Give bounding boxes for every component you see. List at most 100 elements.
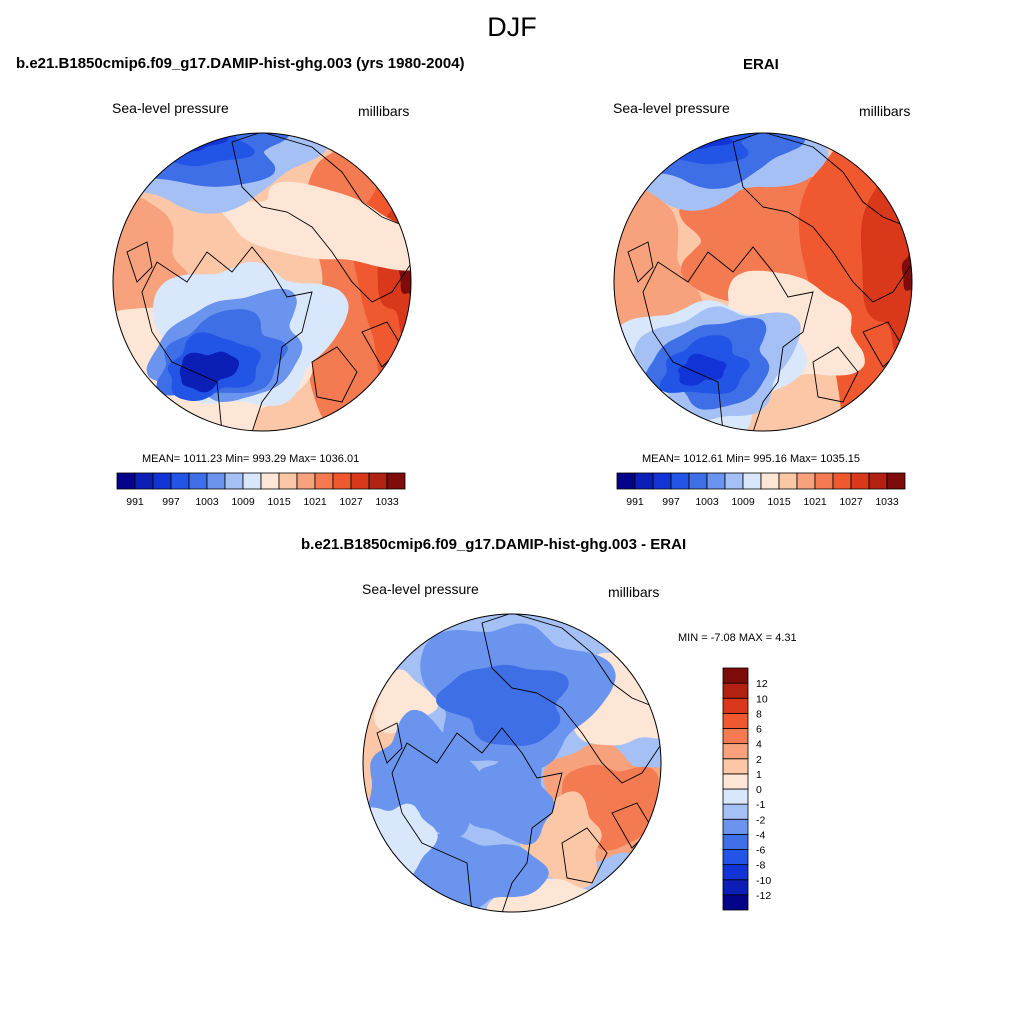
panel-2-colorbar-box <box>616 472 636 490</box>
panel-3-coastline <box>391 727 563 912</box>
panel-3-contour-region <box>466 748 555 845</box>
panel-1-colorbar-box <box>188 472 208 490</box>
panel-2-colorbar-tick-label: 1009 <box>731 496 755 508</box>
panel-2-title: ERAI <box>743 56 779 73</box>
panel-1-contour-region <box>220 181 411 271</box>
panel-2-contour-region <box>678 353 727 386</box>
panel-1-contour-region <box>398 239 411 301</box>
panel-2-colorbar-tick-label: 991 <box>626 496 644 508</box>
panel-2-colorbar-box <box>832 472 852 490</box>
panel-3-colorbar-box <box>722 697 749 714</box>
panel-1-coastline <box>141 246 313 431</box>
panel-1-colorbar-box <box>332 472 352 490</box>
panel-1-map-boundary <box>112 132 412 432</box>
panel-2-coastline <box>732 133 912 303</box>
panel-1-contour-region <box>179 351 240 393</box>
panel-1-coastline <box>311 346 358 403</box>
panel-2-coastlines <box>627 133 912 431</box>
panel-3-colorbar-box <box>722 879 749 896</box>
panel-1-colorbar-box <box>134 472 154 490</box>
panel-3-contour-region <box>436 664 569 746</box>
panel-2-colorbar-box <box>778 472 798 490</box>
panel-1-stats: MEAN= 1011.23 Min= 993.29 Max= 1036.01 <box>142 453 360 465</box>
panel-1-variable-label: Sea-level pressure <box>112 100 229 116</box>
panel-1-colorbar-tick-label: 1009 <box>231 496 255 508</box>
panel-2-colorbar-box <box>634 472 654 490</box>
panel-3-colorbar-box <box>722 758 749 775</box>
panel-1-colorbar-box <box>170 472 190 490</box>
panel-3-colorbar-box <box>722 712 749 729</box>
panel-1-colorbar-box <box>314 472 334 490</box>
panel-2-colorbar-tick-label: 997 <box>662 496 680 508</box>
panel-3-variable-label: Sea-level pressure <box>362 581 479 597</box>
panel-1-coastline <box>126 241 153 283</box>
panel-3-colorbar-tick-label: 4 <box>756 739 762 751</box>
panel-2-colorbar-box <box>850 472 870 490</box>
panel-1-coastlines <box>126 133 411 431</box>
panel-3-polar-map <box>362 613 662 913</box>
panel-2-field-layers <box>614 133 912 431</box>
panel-3-colorbar-tick-label: 6 <box>756 724 762 736</box>
panel-3-colorbar-box <box>722 818 749 835</box>
panel-3-colorbar-tick-label: 0 <box>756 784 762 796</box>
panel-3-colorbar-tick-label: 1 <box>756 769 762 781</box>
panel-1-colorbar-tick-label: 991 <box>126 496 144 508</box>
panel-2-colorbar-box <box>868 472 888 490</box>
panel-1-colorbar-box <box>116 472 136 490</box>
panel-3-colorbar-tick-label: -8 <box>756 860 765 872</box>
panel-1-colorbar: 991 997 1003 1009 1015 1021 1027 1033 <box>116 472 406 508</box>
panel-1-coastline <box>231 133 411 303</box>
panel-3-colorbar-box <box>722 803 749 820</box>
panel-1-colorbar-tick-label: 1015 <box>267 496 291 508</box>
panel-2-contour-region <box>626 133 759 165</box>
panel-3-colorbar-box <box>722 833 749 850</box>
panel-1-title: b.e21.B1850cmip6.f09_g17.DAMIP-hist-ghg.… <box>16 55 465 72</box>
panel-3-title: b.e21.B1850cmip6.f09_g17.DAMIP-hist-ghg.… <box>301 536 687 553</box>
panel-1-colorbar-box <box>368 472 388 490</box>
panel-2-coastline <box>812 346 859 403</box>
panel-2-colorbar-box <box>814 472 834 490</box>
panel-3-colorbar-tick-label: -12 <box>756 890 771 902</box>
panel-2-colorbar-box <box>742 472 762 490</box>
panel-2-stats: MEAN= 1012.61 Min= 995.16 Max= 1035.15 <box>642 453 861 465</box>
panel-1-colorbar-tick-label: 997 <box>162 496 180 508</box>
panel-2-coastline <box>627 241 654 283</box>
panel-1-colorbar-tick-label: 1021 <box>303 496 327 508</box>
panel-3-colorbar-box <box>722 682 749 699</box>
panel-1-contour-region <box>113 133 291 187</box>
panel-3-colorbar-tick-label: 8 <box>756 708 762 720</box>
panel-3-coastline <box>481 614 661 784</box>
panel-3-map-boundary <box>362 613 662 913</box>
panel-2-map-boundary <box>613 132 913 432</box>
panel-1-colorbar-box <box>386 472 406 490</box>
panel-3-field-layers <box>363 614 661 912</box>
panel-2-colorbar: 991 997 1003 1009 1015 1021 1027 1033 <box>616 472 906 508</box>
panel-2-colorbar-tick-label: 1015 <box>767 496 791 508</box>
panel-3-colorbar-tick-label: -4 <box>756 829 765 841</box>
panel-3-colorbar-tick-label: -1 <box>756 799 765 811</box>
panel-2-variable-label: Sea-level pressure <box>613 100 730 116</box>
panel-1-colorbar-tick-label: 1027 <box>339 496 363 508</box>
panel-3-units-label: millibars <box>608 584 660 600</box>
panel-3-contour-region <box>407 833 549 912</box>
panel-1-colorbar-box <box>152 472 172 490</box>
panel-3-colorbar-tick-label: -6 <box>756 845 765 857</box>
panel-1-colorbar-tick-label: 1003 <box>195 496 219 508</box>
panel-2-coastline <box>642 246 814 431</box>
panel-3-colorbar-box <box>722 788 749 805</box>
panel-2-colorbar-tick-label: 1021 <box>803 496 827 508</box>
panel-3-colorbar-tick-label: 10 <box>756 693 768 705</box>
panel-2-colorbar-box <box>760 472 780 490</box>
panel-1-colorbar-box <box>296 472 316 490</box>
panel-3-colorbar-box <box>722 849 749 866</box>
panel-3-colorbar-box <box>722 773 749 790</box>
panel-1-colorbar-box <box>278 472 298 490</box>
panel-2-units-label: millibars <box>859 103 911 119</box>
panel-2-contour-region <box>650 133 733 150</box>
panel-2-colorbar-box <box>796 472 816 490</box>
panel-3-coastline <box>561 827 608 884</box>
panel-1-colorbar-box <box>206 472 226 490</box>
panel-2-contour-region <box>901 244 912 297</box>
panel-2-colorbar-tick-label: 1003 <box>695 496 719 508</box>
